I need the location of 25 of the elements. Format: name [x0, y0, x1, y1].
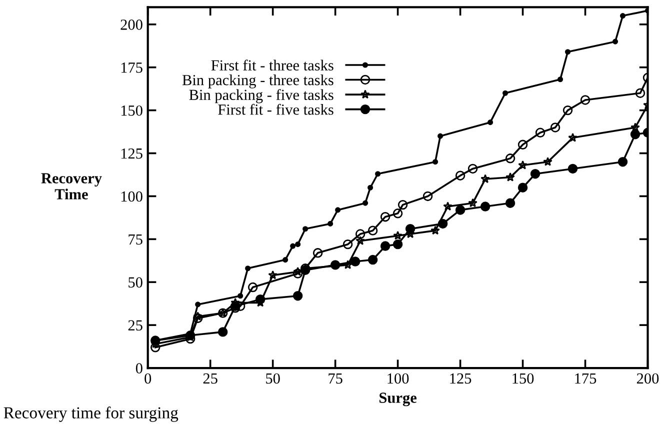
y-tick-label: 200 [120, 20, 142, 30]
legend-label: First fit - five tasks [218, 104, 334, 115]
y-tick-label: 25 [128, 320, 142, 331]
y-tick-label: 125 [121, 148, 142, 159]
x-tick-label: 100 [388, 373, 409, 384]
legend-label: First fit - three tasks [211, 60, 334, 71]
x-tick-label: 200 [636, 373, 659, 384]
legend-label: Bin packing - three tasks [182, 74, 334, 88]
y-tick-label: 150 [121, 105, 142, 116]
y-axis-title: Recovery Time [41, 173, 102, 200]
x-tick-label: 25 [203, 373, 218, 384]
x-tick-label: 75 [328, 373, 342, 384]
x-tick-label: 150 [512, 373, 534, 384]
y-tick-label: 75 [128, 234, 142, 245]
x-tick-label: 125 [450, 373, 472, 384]
y-tick-label: 175 [121, 62, 142, 73]
y-tick-label: 100 [121, 191, 142, 202]
x-axis-title: Surge [380, 392, 416, 406]
x-tick-label: 175 [575, 373, 596, 384]
x-tick-label: 0 [144, 373, 152, 384]
text: Recovery time for surging [4, 406, 178, 422]
legend-label: Bin packing - five tasks [189, 89, 334, 104]
y-tick-label: 50 [128, 277, 142, 288]
x-tick-label: 50 [266, 373, 280, 384]
y-tick-label: 0 [136, 363, 142, 374]
